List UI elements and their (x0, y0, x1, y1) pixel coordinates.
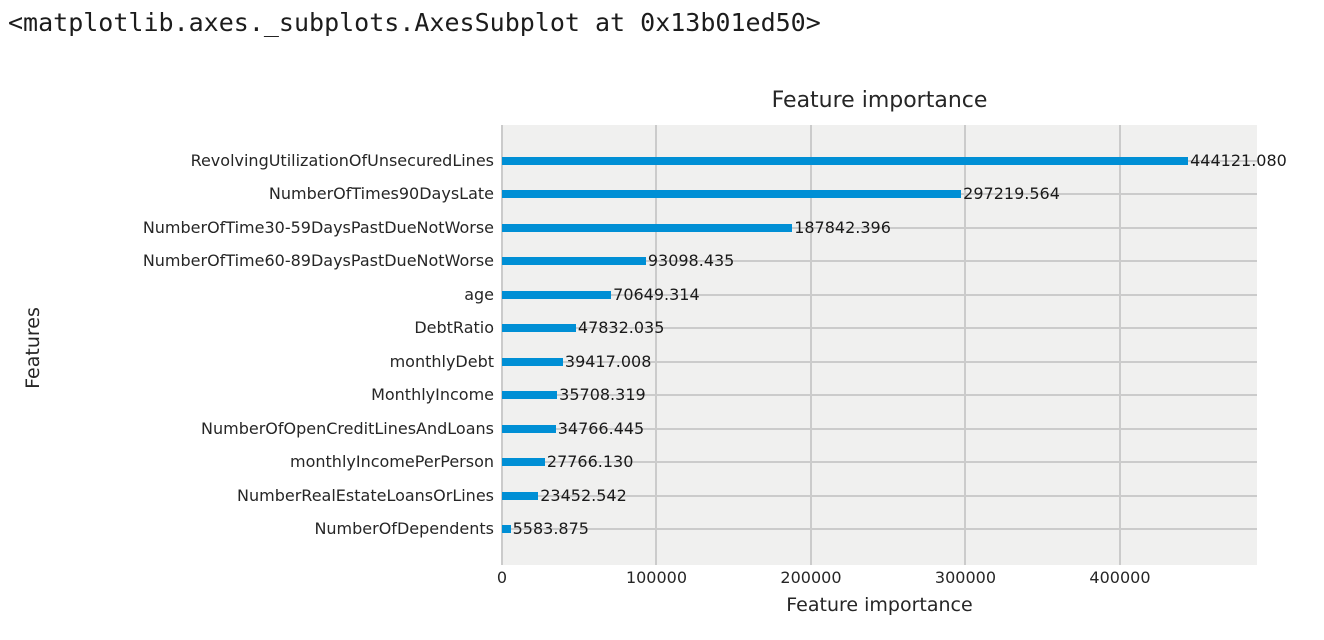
y-gridline (502, 528, 1257, 531)
y-gridline (502, 427, 1257, 430)
y-tick-label: NumberRealEstateLoansOrLines (237, 485, 494, 505)
y-tick-label: monthlyDebt (389, 351, 494, 371)
x-tick-label: 300000 (934, 568, 997, 587)
bar-value-label: 187842.396 (794, 217, 891, 237)
feature-importance-bar (502, 223, 793, 232)
y-gridline (502, 327, 1257, 330)
bar-value-label: 27766.130 (546, 452, 634, 472)
y-gridline (502, 494, 1257, 497)
feature-importance-bar (502, 424, 556, 433)
y-tick-label: DebtRatio (414, 318, 494, 338)
x-tick-label: 100000 (625, 568, 688, 587)
y-tick-label: NumberOfTimes90DaysLate (268, 184, 494, 204)
plot-area (502, 125, 1257, 565)
feature-importance-bar (502, 324, 576, 333)
y-tick-label: NumberOfOpenCreditLinesAndLoans (201, 418, 494, 438)
y-tick-label: NumberOfDependents (314, 519, 494, 539)
y-gridline (502, 360, 1257, 363)
feature-importance-bar (502, 491, 539, 500)
x-tick-label: 200000 (780, 568, 842, 587)
y-tick-label: RevolvingUtilizationOfUnsecuredLines (190, 150, 494, 170)
x-gridline (964, 125, 967, 565)
y-tick-label: monthlyIncomePerPerson (290, 452, 494, 472)
y-gridline (502, 293, 1257, 296)
bar-value-label: 93098.435 (647, 251, 735, 271)
feature-importance-bar (502, 391, 558, 400)
y-gridline (502, 260, 1257, 263)
y-tick-label: NumberOfTime30-59DaysPastDueNotWorse (142, 217, 494, 237)
bar-value-label: 444121.080 (1190, 150, 1287, 170)
bar-value-label: 5583.875 (512, 519, 589, 539)
feature-importance-bar (502, 458, 545, 467)
y-gridline (502, 461, 1257, 464)
chart-title: Feature importance (771, 88, 988, 113)
feature-importance-bar (502, 525, 511, 534)
x-gridline (1118, 125, 1121, 565)
y-tick-label: age (464, 284, 494, 304)
x-tick-label: 400000 (1089, 568, 1151, 587)
bar-value-label: 47832.035 (577, 318, 665, 338)
y-tick-label: NumberOfTime60-89DaysPastDueNotWorse (142, 251, 494, 271)
feature-importance-bar (502, 156, 1189, 165)
x-axis-label: Feature importance (786, 594, 973, 616)
bar-value-label: 23452.542 (540, 485, 627, 505)
x-tick-label: 0 (496, 568, 508, 587)
x-gridline (655, 125, 658, 565)
y-gridline (502, 394, 1257, 397)
feature-importance-bar (502, 190, 962, 199)
bar-value-label: 70649.314 (613, 284, 700, 304)
y-gridline (502, 226, 1257, 229)
feature-importance-bar (502, 357, 563, 366)
y-tick-label: MonthlyIncome (371, 385, 494, 405)
bar-value-label: 35708.319 (559, 385, 646, 405)
feature-importance-bar (502, 257, 646, 266)
notebook-repr-output: <matplotlib.axes._subplots.AxesSubplot a… (8, 8, 821, 37)
x-gridline (501, 125, 503, 565)
bar-value-label: 34766.445 (557, 418, 645, 438)
feature-importance-bar (502, 290, 612, 299)
bar-value-label: 39417.008 (564, 351, 652, 371)
x-gridline (809, 125, 812, 565)
bar-value-label: 297219.564 (963, 184, 1060, 204)
